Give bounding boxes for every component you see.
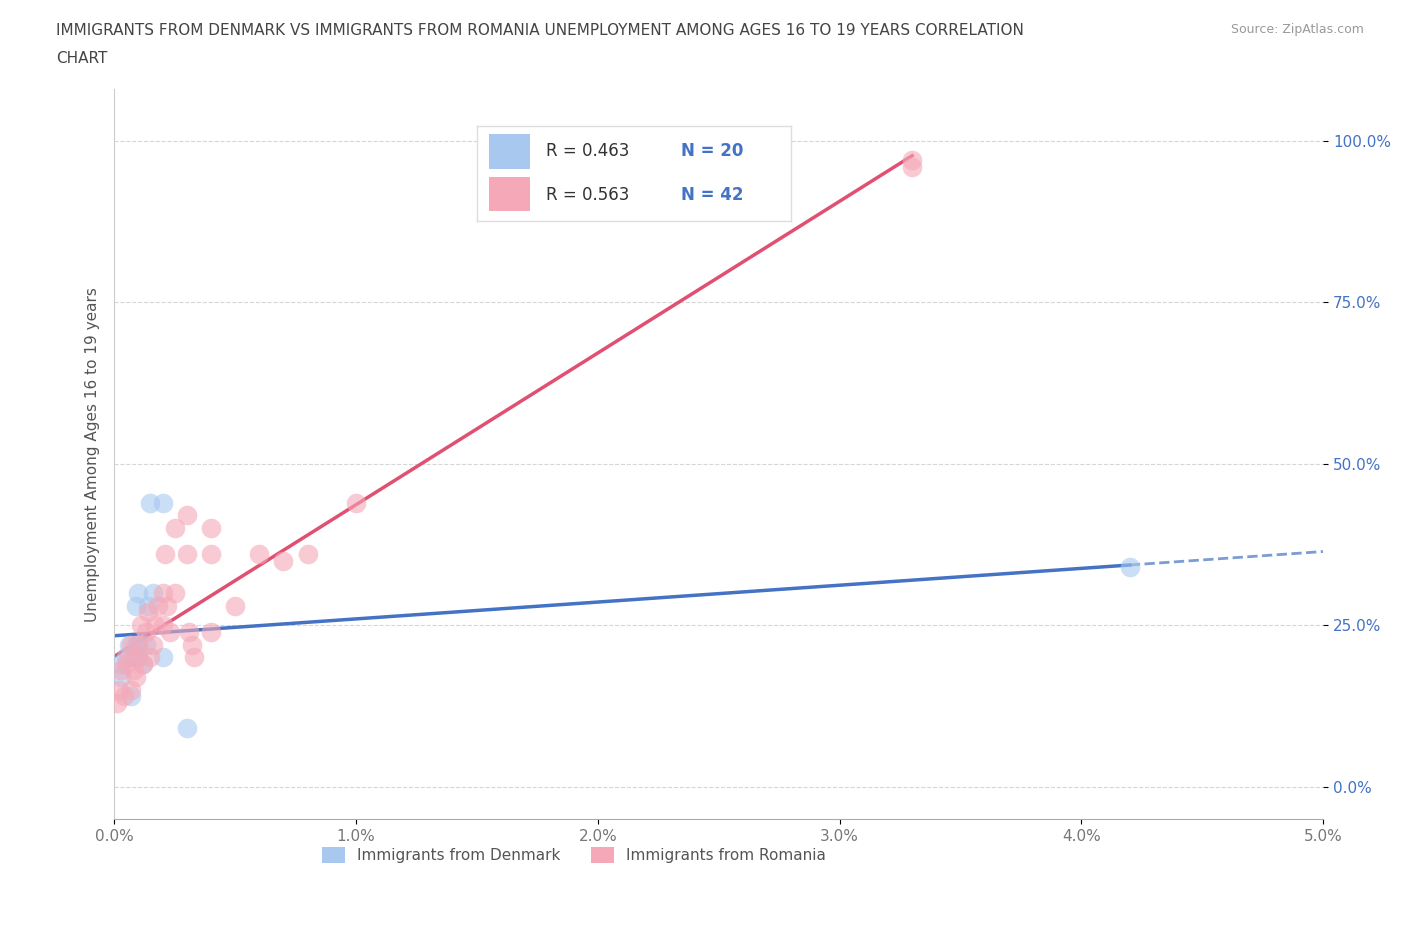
Point [139,495,162,510]
Point [118,650,141,665]
Point [152,495,174,510]
Point [135,624,157,639]
Point [159,624,181,639]
Point [108,683,131,698]
Point [152,618,174,632]
Point [110,657,132,671]
Point [127,650,149,665]
Point [152,650,174,665]
Point [183,650,205,665]
Point [200,521,222,536]
Point [143,618,166,632]
Point [118,637,141,652]
Y-axis label: Unemployment Among Ages 16 to 19 years: Unemployment Among Ages 16 to 19 years [86,286,100,621]
Point [135,637,157,652]
Point [125,637,148,652]
Point [247,547,270,562]
Point [176,508,198,523]
Point [142,637,165,652]
Point [127,586,149,601]
Point [136,604,159,619]
Legend: Immigrants from Denmark, Immigrants from Romania: Immigrants from Denmark, Immigrants from… [315,842,832,870]
Point [132,657,155,671]
Point [127,637,149,652]
Point [176,721,198,736]
Point [120,683,142,698]
Point [110,670,132,684]
Text: IMMIGRANTS FROM DENMARK VS IMMIGRANTS FROM ROMANIA UNEMPLOYMENT AMONG AGES 16 TO: IMMIGRANTS FROM DENMARK VS IMMIGRANTS FR… [56,23,1024,38]
Point [176,547,198,562]
Point [152,586,174,601]
Point [105,696,128,711]
Point [120,637,142,652]
Point [146,598,169,613]
Point [901,159,924,174]
Point [344,495,367,510]
Point [127,650,149,665]
Text: CHART: CHART [56,51,108,66]
Point [156,598,179,613]
Point [112,689,135,704]
Point [297,547,319,562]
Point [129,618,152,632]
Text: Source: ZipAtlas.com: Source: ZipAtlas.com [1230,23,1364,36]
Point [125,670,148,684]
Point [224,598,246,613]
Point [153,547,176,562]
Point [273,553,295,568]
Point [200,624,222,639]
Point [120,689,142,704]
Point [127,637,149,652]
Point [122,650,145,665]
Point [163,521,186,536]
Point [180,637,202,652]
Point [110,663,132,678]
Point [179,624,201,639]
Point [901,153,924,167]
Point [122,663,145,678]
Point [136,598,159,613]
Point [132,657,155,671]
Point [115,657,138,671]
Point [163,586,186,601]
Point [200,547,222,562]
Point [142,586,165,601]
Point [139,650,162,665]
Point [1119,560,1142,575]
Point [115,650,138,665]
Point [125,598,148,613]
